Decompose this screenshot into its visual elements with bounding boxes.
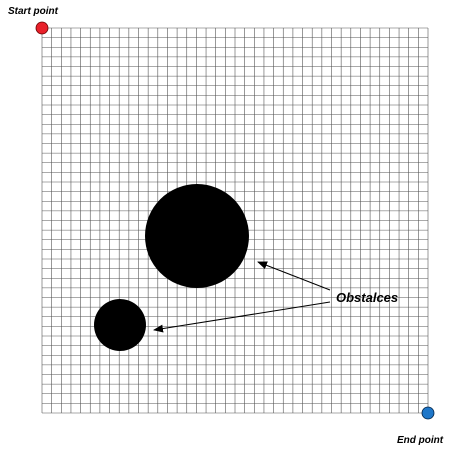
arrow (257, 261, 331, 291)
obstacles-label: Obstalces (336, 290, 398, 305)
grid (41, 27, 429, 414)
end-dot (421, 406, 435, 420)
start-label: Start point (8, 6, 59, 17)
obstacle-small (94, 299, 146, 351)
obstacle-large (145, 184, 249, 288)
start-dot (35, 21, 49, 35)
end-label: End point (397, 435, 444, 446)
arrow (153, 301, 331, 333)
